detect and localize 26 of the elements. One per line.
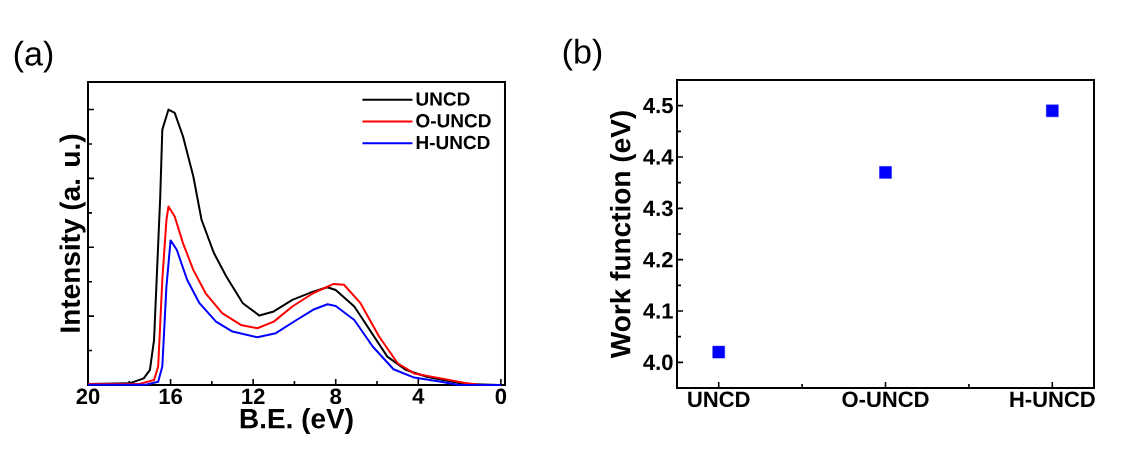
y-tick-label: 4.0 xyxy=(643,354,673,371)
y-axis-title: Work function (eV) xyxy=(609,111,637,359)
y-tick-label: 4.5 xyxy=(643,98,673,114)
y-tick-label: 4.4 xyxy=(643,149,674,165)
chart-title: (b) xyxy=(563,38,602,71)
x-tick-label: 12 xyxy=(242,388,265,404)
y-axis-title: Intensity (a. u.) xyxy=(59,134,86,332)
x-tick-label: 16 xyxy=(159,388,183,405)
x-tick-label: UNCD xyxy=(688,391,750,408)
point xyxy=(1046,104,1059,118)
x-tick-label: H-UNCD xyxy=(1010,391,1095,408)
x-tick-label: 20 xyxy=(76,388,100,405)
legend-label: UNCD xyxy=(416,92,470,106)
point xyxy=(879,166,892,179)
x-tick-label: 4 xyxy=(412,388,425,404)
x-tick-label: 0 xyxy=(495,388,507,405)
legend-label: O-UNCD xyxy=(416,114,491,128)
y-tick-label: 4.2 xyxy=(643,251,673,268)
chart-title: (a) xyxy=(14,40,53,73)
point xyxy=(712,345,725,359)
x-axis-title: B.E. (eV) xyxy=(240,407,353,435)
x-tick-label: O-UNCD xyxy=(842,391,929,408)
y-tick-label: 4.3 xyxy=(643,200,673,217)
legend-label: H-UNCD xyxy=(416,135,490,150)
x-tick-label: 8 xyxy=(330,388,342,405)
y-tick-label: 4.1 xyxy=(643,303,673,319)
